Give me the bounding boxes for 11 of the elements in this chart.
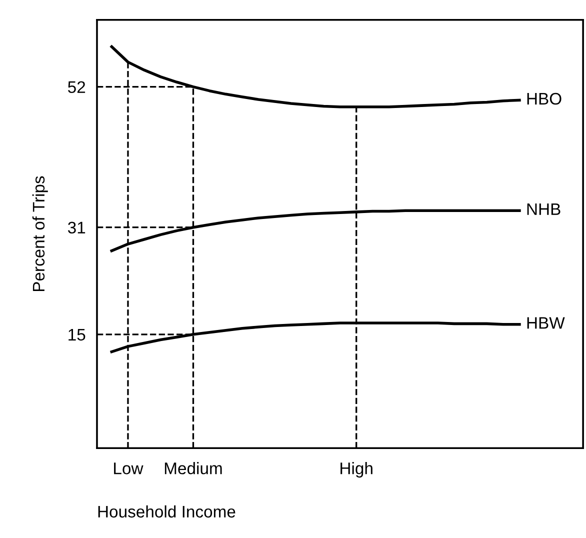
y-tick-label: 15 bbox=[68, 328, 86, 341]
x-tick-label: Medium bbox=[164, 462, 222, 474]
series-label: HBO bbox=[527, 92, 562, 105]
y-axis-title: Percent of Trips bbox=[32, 176, 48, 292]
y-tick-label: 31 bbox=[68, 222, 86, 234]
series-label: NHB bbox=[527, 203, 560, 215]
x-tick-label: Low bbox=[114, 462, 144, 474]
x-axis-title: Household Income bbox=[98, 505, 236, 518]
series-label: HBW bbox=[527, 317, 565, 329]
y-tick-label: 52 bbox=[68, 81, 86, 94]
x-tick-label: High bbox=[340, 462, 372, 478]
